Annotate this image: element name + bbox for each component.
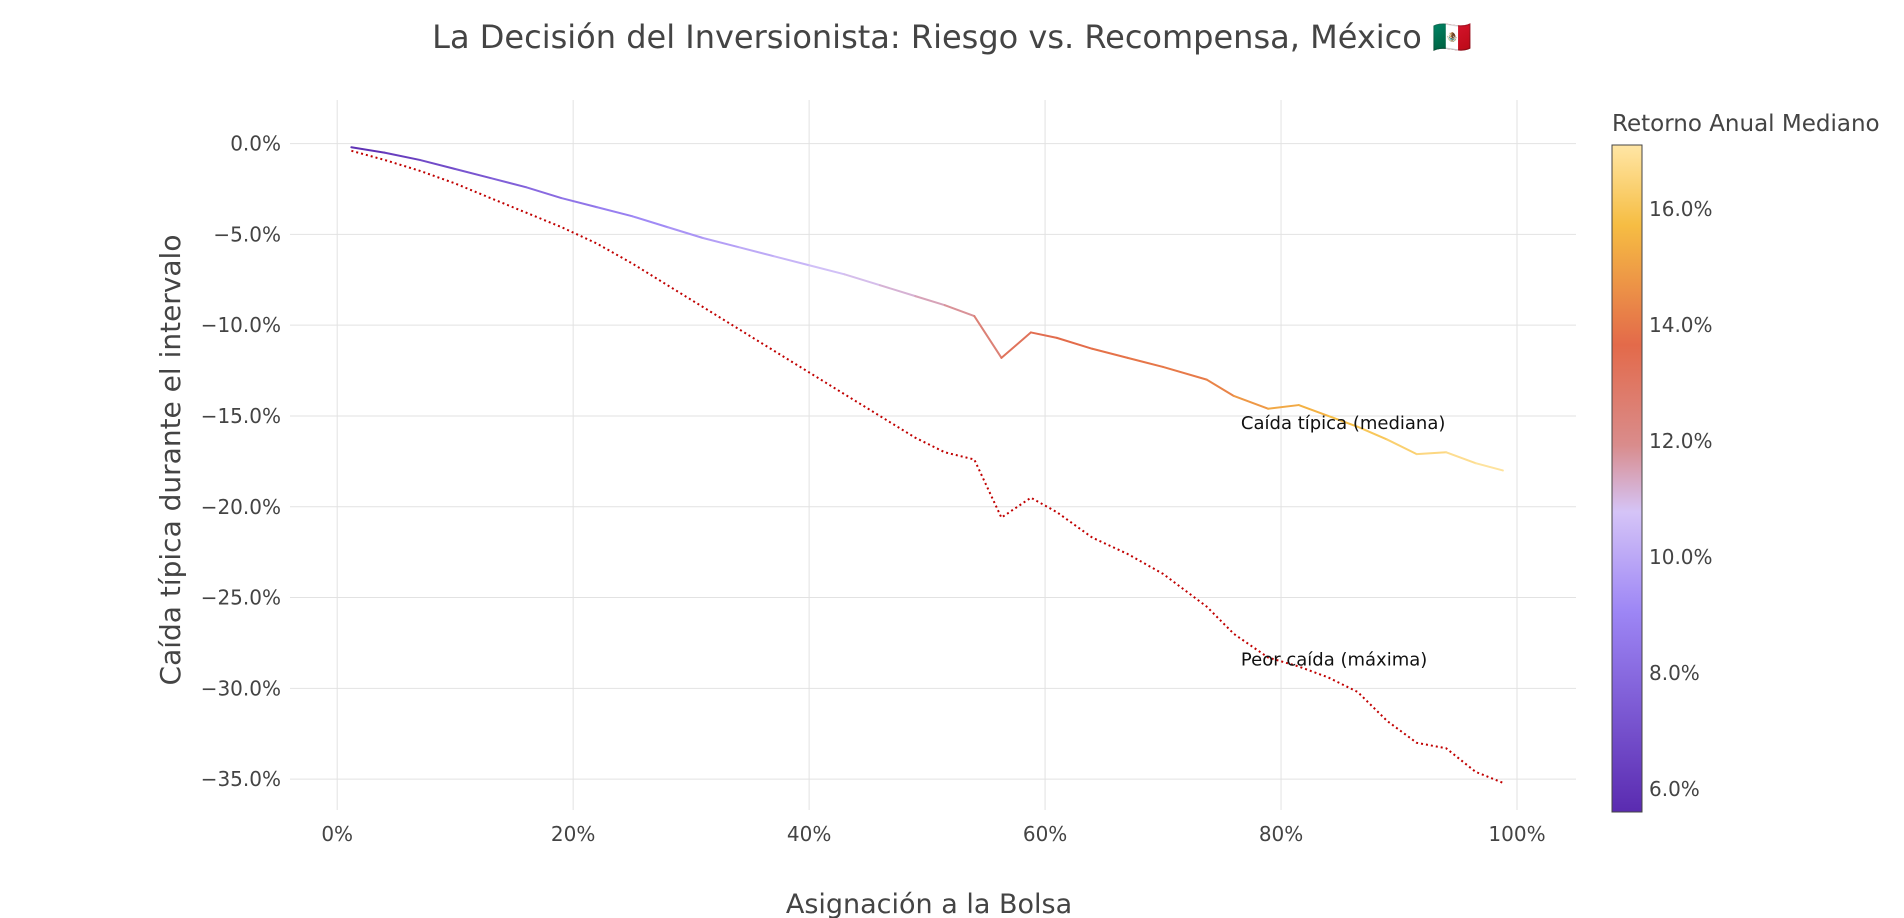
annotation-label: Peor caída (máxima) [1241,649,1427,670]
colorbar-tick-label: 8.0% [1649,661,1700,685]
median-drawdown-segment [1000,331,1032,359]
median-drawdown-segment [1232,394,1270,410]
median-drawdown-segment [595,206,634,218]
grid [290,100,1576,810]
annotations: Caída típica (mediana) Peor caída (máxima… [1241,413,1445,670]
median-drawdown-segment [418,158,457,171]
y-tick-label: −5.0% [213,222,281,246]
median-drawdown-segment [973,315,1003,359]
y-tick-label: −20.0% [201,495,281,519]
colorbar: Retorno Anual Mediano 6.0% 8.0% 10.0% 12.0%… [1611,111,1880,813]
x-tick-label: 100% [1488,822,1545,846]
median-drawdown-segment [772,255,811,267]
median-drawdown-segment [1445,451,1477,465]
y-tick-label: −25.0% [201,586,281,610]
median-drawdown-segment [1126,356,1165,368]
x-axis-title: Asignación a la Bolsa [786,889,1072,918]
y-axis: 0.0% −5.0% −10.0% −15.0% −20.0% −25.0% −30.0% −… [201,132,281,792]
colorbar-tick-label: 14.0% [1649,313,1713,337]
median-drawdown-segment [350,146,386,154]
median-drawdown-segment [1415,451,1448,456]
median-drawdown-segment [1356,425,1389,441]
median-drawdown-segment [489,177,527,189]
median-drawdown-segment [943,304,976,318]
x-axis: 0% 20% 40% 60% 80% 100% [321,822,1545,846]
median-drawdown-segment [1055,336,1094,350]
median-drawdown-segment [808,264,846,276]
max-drawdown-line [351,149,1504,784]
median-drawdown-segment [524,186,563,200]
colorbar-tick-label: 10.0% [1649,545,1713,569]
y-tick-label: −30.0% [201,676,281,700]
median-drawdown-segment [560,197,598,209]
median-drawdown-segment [914,295,946,307]
colorbar-title: Retorno Anual Mediano [1612,111,1880,137]
chart-title: La Decisión del Inversionista: Riesgo vs… [432,18,1472,56]
x-tick-label: 40% [787,822,831,846]
x-tick-label: 20% [551,822,595,846]
x-tick-label: 0% [321,822,353,846]
median-drawdown-segment [843,273,881,287]
median-drawdown-segment [1162,365,1208,381]
median-drawdown-segment [1267,404,1300,410]
colorbar-tick-label: 6.0% [1649,777,1700,801]
median-drawdown-segment [383,151,421,161]
median-drawdown-segment [1029,331,1058,339]
median-drawdown-segment [1474,462,1504,472]
annotation-label: Caída típica (mediana) [1241,413,1445,434]
median-drawdown-segment [737,246,775,258]
y-tick-label: −10.0% [201,313,281,337]
y-tick-label: −35.0% [201,767,281,791]
x-tick-label: 60% [1023,822,1067,846]
median-drawdown-segment [878,284,917,298]
median-drawdown-segment [1327,414,1359,428]
y-axis-title: Caída típica durante el intervalo [154,235,187,686]
colorbar-tick-label: 12.0% [1649,429,1713,453]
median-drawdown-segment [454,168,492,180]
y-tick-label: 0.0% [230,132,281,156]
median-drawdown-segment [666,226,704,240]
median-drawdown-segment [1297,404,1330,417]
median-drawdown-segment [1205,378,1235,397]
series-lines [350,146,1504,784]
x-tick-label: 80% [1259,822,1303,846]
y-tick-label: −15.0% [201,404,281,428]
median-drawdown-segment [701,237,740,249]
median-drawdown-segment [1091,347,1129,359]
colorbar-gradient [1611,144,1643,813]
median-drawdown-segment [1386,438,1418,456]
colorbar-tick-label: 16.0% [1649,197,1713,221]
median-drawdown-segment [631,215,669,229]
